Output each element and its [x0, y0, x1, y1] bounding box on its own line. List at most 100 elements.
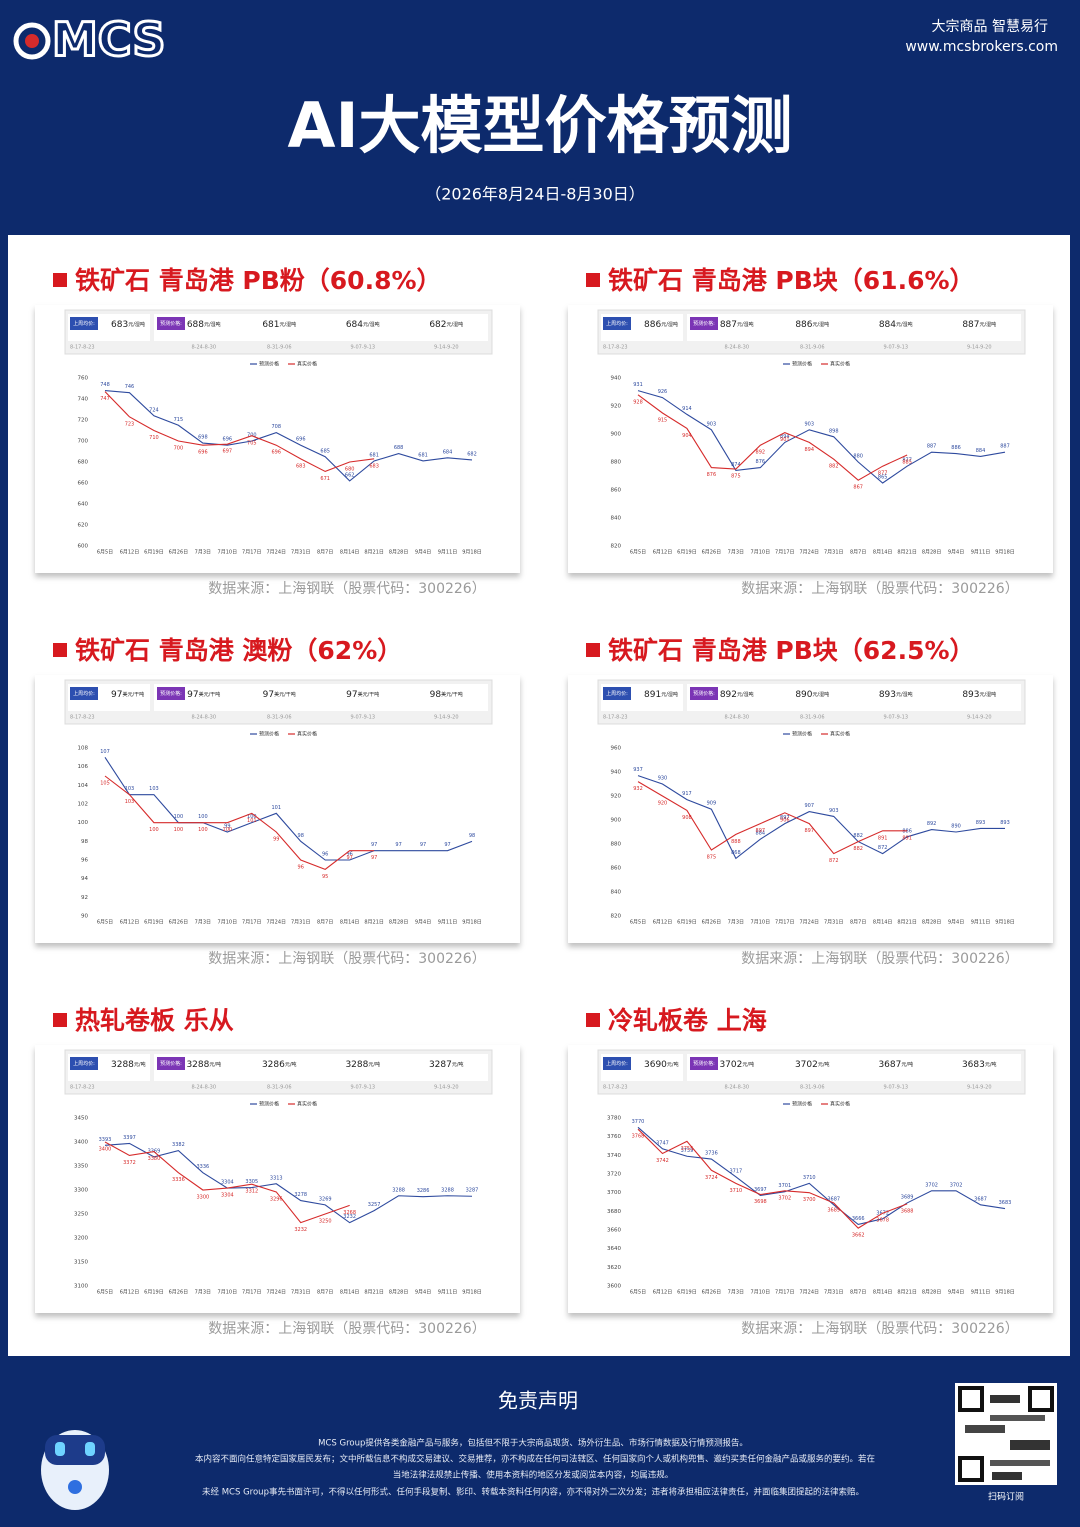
x-tick-label: 7月3日: [728, 1290, 744, 1296]
x-tick-label: 8月7日: [850, 550, 866, 556]
data-label: 3736: [705, 1151, 718, 1157]
source-note: 数据来源：上海钢联（股票代码：300226）: [208, 581, 485, 597]
forecast-period: 8-24-8-30: [725, 345, 750, 351]
y-tick-label: 740: [78, 397, 89, 403]
data-label: 688: [394, 445, 404, 451]
data-label: 696: [198, 450, 208, 456]
title-marker: [53, 643, 67, 657]
x-tick-label: 8月28日: [922, 1290, 942, 1296]
x-tick-label: 8月21日: [897, 550, 917, 556]
data-label: 898: [829, 428, 839, 434]
data-label: 865: [878, 475, 888, 481]
data-label: 3702: [950, 1182, 963, 1188]
unit: 元/吨: [285, 1061, 297, 1068]
unit: 元/湿吨: [980, 321, 997, 328]
x-tick-label: 8月21日: [897, 1290, 917, 1296]
data-label: 3400: [99, 1147, 112, 1153]
y-tick-label: 92: [81, 895, 88, 901]
data-label: 680: [345, 467, 355, 473]
series-line: [104, 757, 473, 861]
unit: 美元/干吨: [441, 691, 463, 698]
forecast-period: 8-24-8-30: [725, 1085, 750, 1091]
forecast-value: 3702元/吨: [795, 1060, 830, 1070]
x-tick-label: 8月28日: [922, 550, 942, 556]
data-label: 100: [223, 827, 233, 833]
data-label: 3232: [294, 1227, 307, 1233]
series-line: [637, 390, 1006, 484]
x-tick-label: 9月4日: [415, 920, 431, 926]
x-tick-label: 6月5日: [97, 1290, 113, 1296]
y-tick-label: 900: [611, 818, 622, 824]
series-line: [104, 775, 375, 870]
last-period: 8-17-8-23: [70, 715, 95, 721]
data-label: 877: [902, 458, 912, 464]
x-tick-label: 8月14日: [340, 1290, 360, 1296]
forecast-value: 97美元/干吨: [346, 690, 379, 700]
data-label: 890: [951, 824, 961, 830]
forecast-period: 8-24-8-30: [192, 1085, 217, 1091]
y-tick-label: 900: [611, 432, 622, 438]
x-tick-label: 9月4日: [415, 1290, 431, 1296]
x-tick-label: 6月5日: [97, 920, 113, 926]
unit: 元/湿吨: [661, 321, 678, 328]
unit: 元/湿吨: [896, 321, 913, 328]
data-label: 97: [444, 842, 450, 848]
data-label: 3304: [221, 1180, 234, 1186]
data-label: 897: [756, 828, 766, 834]
x-tick-label: 7月10日: [218, 550, 238, 556]
data-label: 696: [296, 437, 306, 443]
x-tick-label: 8月21日: [364, 920, 384, 926]
data-label: 98: [298, 833, 304, 839]
x-tick-label: 6月26日: [169, 1290, 189, 1296]
forecast-value: 893元/湿吨: [879, 690, 913, 700]
data-label: 3288: [441, 1187, 454, 1193]
forecast-period: 8-31-9-06: [800, 345, 825, 351]
data-label: 683: [369, 463, 379, 469]
last-label: 上周均价:: [606, 320, 628, 327]
forecast-value: 3288元/吨: [186, 1060, 221, 1070]
x-tick-label: 7月17日: [775, 920, 795, 926]
y-tick-label: 620: [78, 523, 89, 529]
data-label: 3698: [754, 1199, 767, 1205]
last-label: 上周均价:: [73, 320, 95, 327]
x-tick-label: 8月21日: [364, 1290, 384, 1296]
x-tick-label: 6月5日: [97, 550, 113, 556]
x-tick-label: 8月14日: [873, 1290, 893, 1296]
forecast-value: 893元/湿吨: [962, 690, 996, 700]
y-tick-label: 3700: [607, 1190, 621, 1196]
x-tick-label: 9月4日: [415, 550, 431, 556]
data-label: 907: [804, 803, 814, 809]
value: 890: [795, 690, 812, 700]
forecast-period: 9-14-9-20: [434, 715, 459, 721]
forecast-value: 886元/湿吨: [795, 320, 829, 330]
forecast-value: 892元/湿吨: [720, 690, 754, 700]
forecast-value: 98美元/干吨: [430, 690, 463, 700]
last-label: 上周均价:: [73, 690, 95, 697]
unit: 元/吨: [742, 1061, 754, 1068]
data-label: 874: [731, 462, 741, 468]
data-label: 868: [731, 850, 741, 856]
page-title: AI大模型价格预测: [287, 89, 792, 162]
unit: 美元/干吨: [122, 691, 144, 698]
y-tick-label: 3720: [607, 1172, 621, 1178]
x-tick-label: 6月19日: [144, 1290, 164, 1296]
y-tick-label: 3450: [74, 1116, 88, 1122]
data-label: 95: [322, 874, 328, 880]
data-label: 97: [420, 842, 426, 848]
data-label: 882: [853, 833, 863, 839]
forecast-value: 3288元/吨: [345, 1060, 380, 1070]
title-marker: [586, 643, 600, 657]
chart-title: 铁矿石 青岛港 澳粉（62%）: [75, 636, 402, 665]
data-label: 909: [707, 801, 717, 807]
legend-label: 真实价格: [297, 1101, 317, 1108]
x-tick-label: 8月28日: [389, 1290, 409, 1296]
data-label: 894: [804, 447, 814, 453]
data-label: 891: [878, 835, 888, 841]
data-label: 930: [658, 776, 668, 782]
x-tick-label: 8月21日: [897, 920, 917, 926]
data-label: 3336: [196, 1164, 209, 1170]
last-value: 886元/湿吨: [644, 320, 678, 330]
y-tick-label: 840: [611, 890, 622, 896]
data-label: 100: [174, 827, 184, 833]
x-tick-label: 7月3日: [728, 920, 744, 926]
